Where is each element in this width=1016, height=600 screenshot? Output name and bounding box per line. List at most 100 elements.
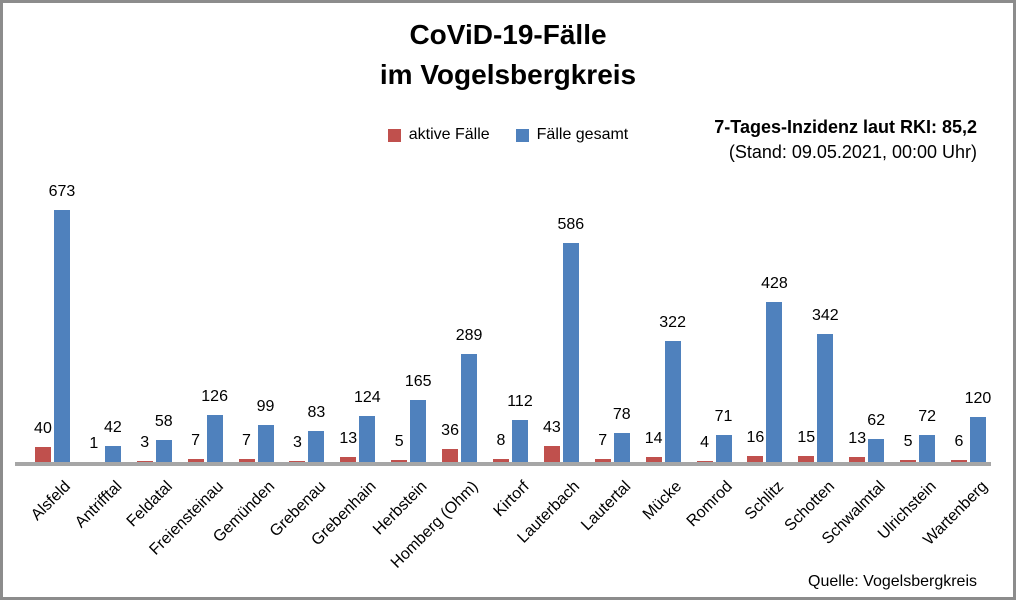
legend-label-faelle-gesamt: Fälle gesamt bbox=[536, 126, 629, 143]
bar-value-label: 72 bbox=[918, 408, 936, 426]
category-label: Lautertal bbox=[578, 478, 635, 535]
legend-label-aktive-faelle: aktive Fälle bbox=[408, 126, 490, 143]
bar-aktive-faelle bbox=[645, 456, 662, 462]
bar-group: 1 42 bbox=[78, 419, 129, 462]
bar-aktive-faelle bbox=[442, 448, 459, 462]
bar-value-label: 120 bbox=[964, 390, 992, 408]
bar-group: 4 71 bbox=[689, 408, 740, 462]
chart-title-line2: im Vogelsbergkreis bbox=[379, 59, 637, 90]
bar-faelle-gesamt bbox=[766, 301, 783, 462]
bar-aktive-faelle bbox=[391, 460, 408, 462]
bar-value-label: 42 bbox=[103, 419, 122, 437]
bar-value-label: 342 bbox=[811, 306, 839, 324]
bar-value-label: 13 bbox=[339, 430, 358, 448]
legend-blue-swatch-icon bbox=[515, 128, 529, 142]
bar-value-label: 62 bbox=[867, 411, 886, 429]
bar-aktive-faelle bbox=[900, 460, 917, 462]
bar-value-label: 78 bbox=[612, 405, 631, 423]
category-label: Schlitz bbox=[741, 478, 788, 524]
bar-wrap: 112 bbox=[507, 393, 533, 462]
bar-aktive-faelle bbox=[187, 459, 204, 462]
bar-group: 3 83 bbox=[281, 404, 332, 462]
bar-aktive-faelle bbox=[238, 459, 255, 462]
legend-item-aktive-faelle: aktive Fälle bbox=[387, 126, 490, 144]
bar-value-label: 673 bbox=[48, 183, 76, 200]
bar-wrap: 42 bbox=[103, 419, 122, 462]
bar-faelle-gesamt bbox=[969, 417, 986, 462]
bar-value-label: 428 bbox=[761, 274, 788, 292]
bar-value-label: 289 bbox=[455, 326, 483, 344]
bar-value-label: 165 bbox=[404, 373, 432, 391]
bar-wrap: 5 bbox=[391, 433, 408, 462]
category-label: Kirtorf bbox=[490, 478, 533, 521]
bar-value-label: 16 bbox=[746, 429, 765, 447]
bar-faelle-gesamt bbox=[868, 438, 885, 462]
bar-group: 43 586 bbox=[536, 216, 587, 462]
bar-wrap: 120 bbox=[965, 390, 991, 462]
bar-value-label: 4 bbox=[700, 433, 709, 451]
bar-group: 3 58 bbox=[129, 413, 180, 462]
bar-value-label: 126 bbox=[201, 387, 228, 405]
bar-group: 6 120 bbox=[943, 390, 994, 462]
category-label: Alsfeld bbox=[28, 478, 75, 524]
bar-value-label: 3 bbox=[292, 433, 302, 451]
bar-value-label: 124 bbox=[353, 388, 381, 406]
category-label: Homberg (Ohm) bbox=[387, 478, 482, 572]
bar-faelle-gesamt bbox=[410, 400, 427, 462]
bar-value-label: 5 bbox=[394, 433, 404, 451]
category-label: Romrod bbox=[683, 478, 737, 531]
bar-wrap: 6 bbox=[950, 432, 967, 462]
bar-wrap: 58 bbox=[155, 413, 173, 462]
bar-group: 13 62 bbox=[841, 412, 892, 462]
bar-faelle-gesamt bbox=[104, 446, 121, 462]
bar-wrap: 43 bbox=[542, 418, 561, 462]
bar-faelle-gesamt bbox=[664, 341, 681, 462]
bar-value-label: 322 bbox=[659, 314, 686, 332]
bar-wrap: 1 bbox=[85, 434, 102, 462]
chart-title: CoViD-19-Fälle im Vogelsbergkreis bbox=[3, 15, 1013, 95]
bar-wrap: 289 bbox=[456, 327, 482, 462]
bar-value-label: 7 bbox=[191, 432, 201, 450]
bar-value-label: 43 bbox=[542, 418, 561, 436]
bar-group: 36 289 bbox=[434, 327, 485, 462]
bar-aktive-faelle bbox=[543, 445, 560, 462]
bar-aktive-faelle bbox=[849, 457, 866, 462]
bar-aktive-faelle bbox=[289, 460, 306, 462]
bar-aktive-faelle bbox=[696, 460, 713, 462]
bar-wrap: 83 bbox=[308, 404, 325, 462]
bar-value-label: 36 bbox=[441, 421, 459, 439]
bar-value-label: 3 bbox=[140, 433, 150, 451]
bar-wrap: 428 bbox=[761, 275, 788, 462]
bar-aktive-faelle bbox=[492, 459, 509, 462]
bar-wrap: 71 bbox=[715, 408, 732, 462]
bar-faelle-gesamt bbox=[715, 435, 732, 462]
bar-wrap: 673 bbox=[49, 183, 75, 462]
bar-faelle-gesamt bbox=[206, 414, 223, 462]
bar-value-label: 40 bbox=[34, 420, 52, 438]
bar-faelle-gesamt bbox=[53, 210, 70, 462]
bar-value-label: 6 bbox=[954, 432, 964, 450]
bar-group: 14 322 bbox=[638, 314, 689, 462]
x-axis-line bbox=[15, 462, 991, 466]
bar-wrap: 7 bbox=[238, 432, 255, 462]
bar-value-label: 7 bbox=[242, 432, 251, 450]
bar-wrap: 3 bbox=[289, 433, 306, 462]
bar-aktive-faelle bbox=[798, 456, 815, 462]
bar-faelle-gesamt bbox=[511, 420, 528, 462]
bar-value-label: 1 bbox=[89, 434, 99, 452]
bar-value-label: 586 bbox=[557, 215, 585, 233]
bar-value-label: 7 bbox=[598, 432, 608, 450]
bar-aktive-faelle bbox=[136, 460, 153, 462]
plot-area: 40 673 1 42 3 58 7 126 7 99 3 83 13 124 5 165 36 289 8 112 4… bbox=[27, 182, 994, 462]
incidence-value: 7-Tages-Inzidenz laut RKI: 85,2 bbox=[714, 117, 977, 137]
bar-group: 15 342 bbox=[790, 307, 841, 462]
bar-group: 40 673 bbox=[27, 183, 78, 462]
bar-aktive-faelle bbox=[950, 459, 967, 462]
bar-aktive-faelle bbox=[34, 447, 51, 462]
bar-faelle-gesamt bbox=[461, 353, 478, 462]
bar-value-label: 14 bbox=[644, 429, 663, 447]
bar-group: 5 72 bbox=[892, 408, 943, 462]
bar-wrap: 15 bbox=[797, 429, 815, 462]
bar-wrap: 165 bbox=[405, 373, 432, 462]
bar-aktive-faelle bbox=[594, 459, 611, 462]
